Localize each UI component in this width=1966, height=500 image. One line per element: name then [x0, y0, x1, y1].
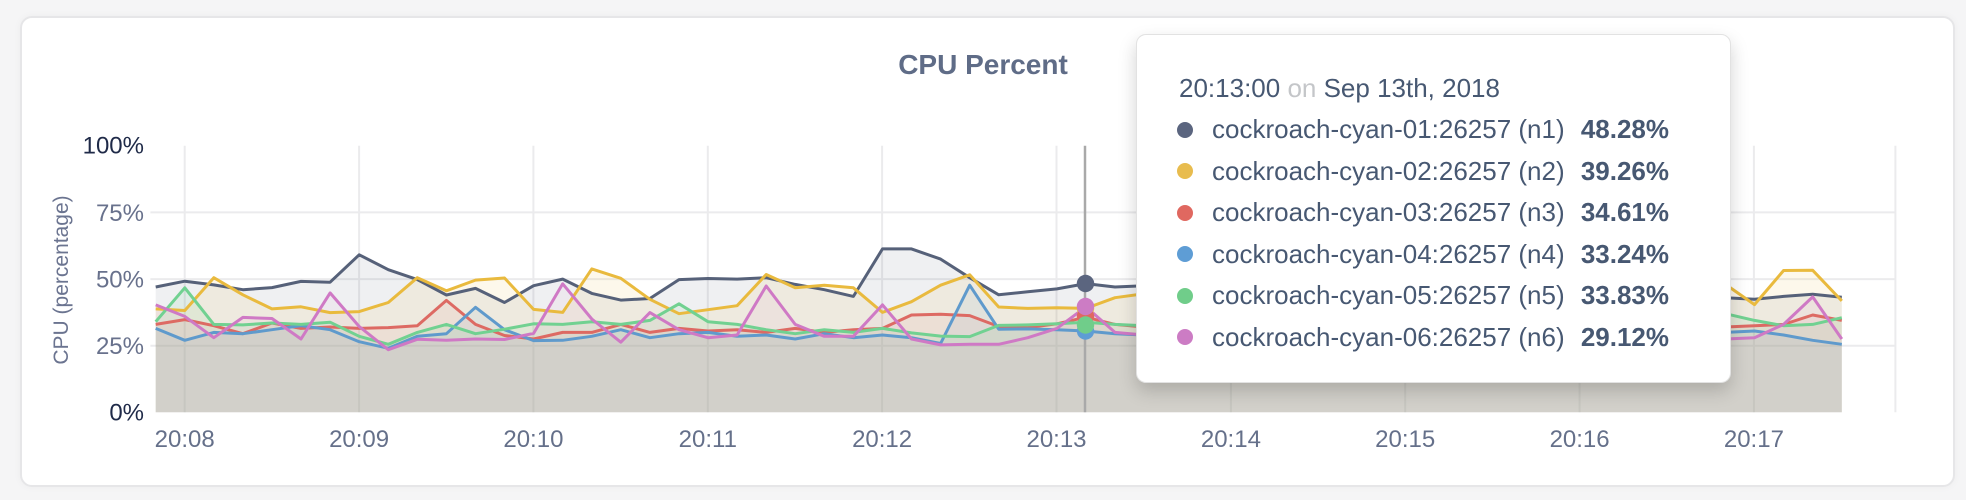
svg-text:20:10: 20:10: [503, 426, 563, 453]
svg-text:20:08: 20:08: [155, 426, 215, 453]
svg-text:25%: 25%: [96, 333, 144, 360]
svg-text:20:14: 20:14: [1201, 426, 1261, 453]
svg-text:50%: 50%: [96, 267, 144, 294]
svg-text:100%: 100%: [83, 133, 144, 160]
svg-text:20:16: 20:16: [1550, 426, 1610, 453]
svg-text:20:15: 20:15: [1375, 426, 1435, 453]
svg-text:0%: 0%: [109, 399, 144, 426]
svg-text:20:17: 20:17: [1724, 426, 1784, 453]
svg-text:20:13: 20:13: [1026, 426, 1086, 453]
svg-text:CPU (percentage): CPU (percentage): [50, 195, 73, 364]
svg-text:20:09: 20:09: [329, 426, 389, 453]
svg-text:20:12: 20:12: [852, 426, 912, 453]
svg-text:20:11: 20:11: [679, 426, 737, 453]
svg-text:75%: 75%: [96, 200, 144, 227]
